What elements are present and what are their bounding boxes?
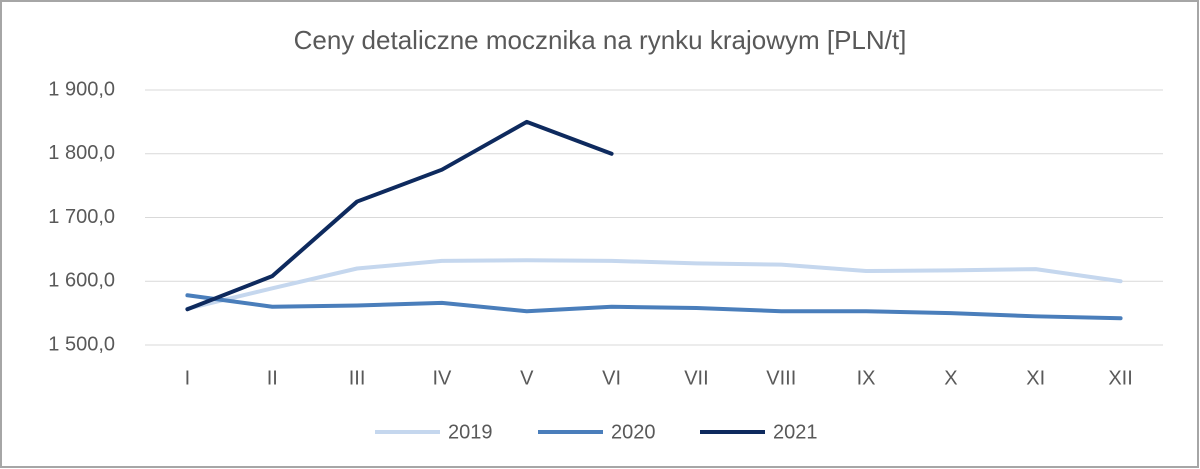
y-tick-label: 1 600,0 [48, 270, 115, 292]
x-tick-label: I [185, 367, 191, 389]
series-line [185, 119, 614, 312]
y-tick-label: 1 700,0 [48, 206, 115, 228]
legend-label: 2021 [773, 421, 818, 443]
x-tick-label: VIII [766, 367, 796, 389]
x-tick-label: IV [432, 367, 452, 389]
x-tick-label: VII [684, 367, 708, 389]
x-tick-label: IX [857, 367, 876, 389]
y-tick-label: 1 800,0 [48, 142, 115, 164]
y-tick-label: 1 500,0 [48, 333, 115, 355]
x-tick-label: XI [1026, 367, 1045, 389]
x-tick-label: X [944, 367, 957, 389]
legend-label: 2020 [611, 421, 656, 443]
x-tick-label: XII [1108, 367, 1132, 389]
legend-label: 2019 [448, 421, 493, 443]
x-tick-label: II [267, 367, 278, 389]
chart-title: Ceny detaliczne mocznika na rynku krajow… [294, 25, 907, 55]
series-line [185, 258, 1123, 311]
y-tick-label: 1 900,0 [48, 78, 115, 100]
x-tick-label: V [520, 367, 534, 389]
series-line [185, 293, 1123, 321]
x-tick-label: VI [602, 367, 621, 389]
x-tick-label: III [349, 367, 366, 389]
